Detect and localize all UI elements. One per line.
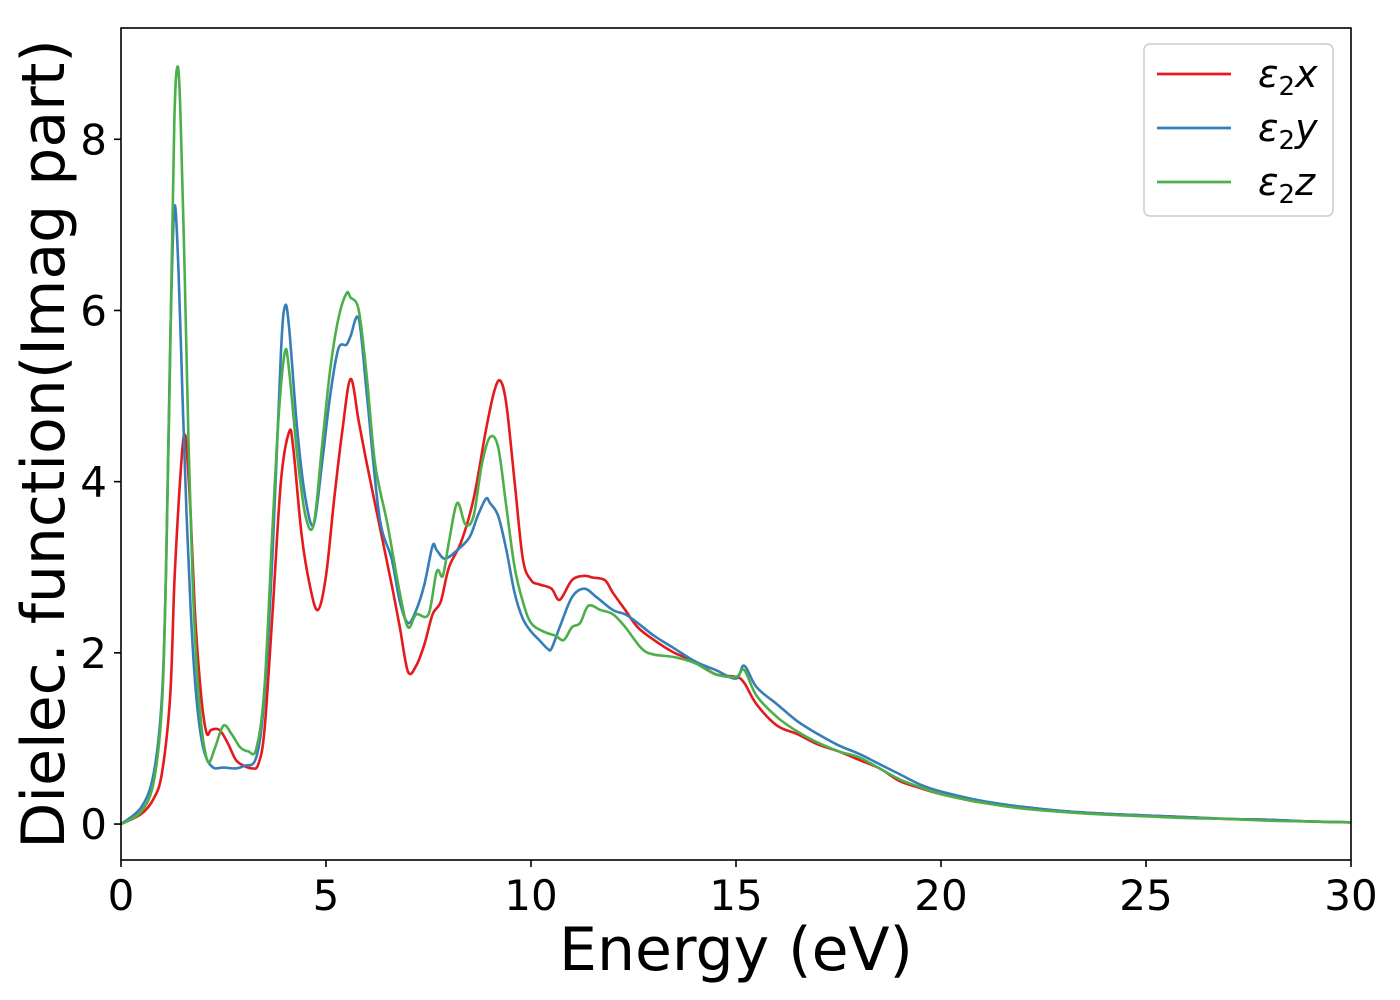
series-line-z bbox=[121, 65, 1351, 826]
x-tick-label: 10 bbox=[504, 871, 557, 920]
legend-box bbox=[1143, 43, 1334, 217]
x-axis-title: Energy (eV) bbox=[559, 915, 913, 985]
x-tick-label: 30 bbox=[1324, 871, 1377, 920]
y-tick-label: 8 bbox=[80, 115, 107, 164]
y-axis-title: Dielec. function(Imag part) bbox=[9, 39, 79, 849]
y-tick-label: 4 bbox=[80, 458, 107, 507]
plot-lines bbox=[121, 65, 1351, 826]
x-tick-label: 25 bbox=[1119, 871, 1172, 920]
x-tick-label: 0 bbox=[108, 871, 135, 920]
y-tick-label: 6 bbox=[80, 286, 107, 335]
legend-label-x: ε2x bbox=[1258, 52, 1318, 102]
x-tick-label: 15 bbox=[709, 871, 762, 920]
legend-label-y: ε2y bbox=[1258, 106, 1318, 156]
y-tick-label: 2 bbox=[80, 629, 107, 678]
x-tick-label: 20 bbox=[914, 871, 967, 920]
y-tick-label: 0 bbox=[80, 800, 107, 849]
x-tick-label: 5 bbox=[313, 871, 340, 920]
x-axis-ticks: 0 5 10 15 20 25 30 bbox=[108, 860, 1378, 920]
legend-label-z: ε2z bbox=[1258, 160, 1316, 210]
y-axis-ticks: 0 2 4 6 8 bbox=[80, 115, 121, 849]
